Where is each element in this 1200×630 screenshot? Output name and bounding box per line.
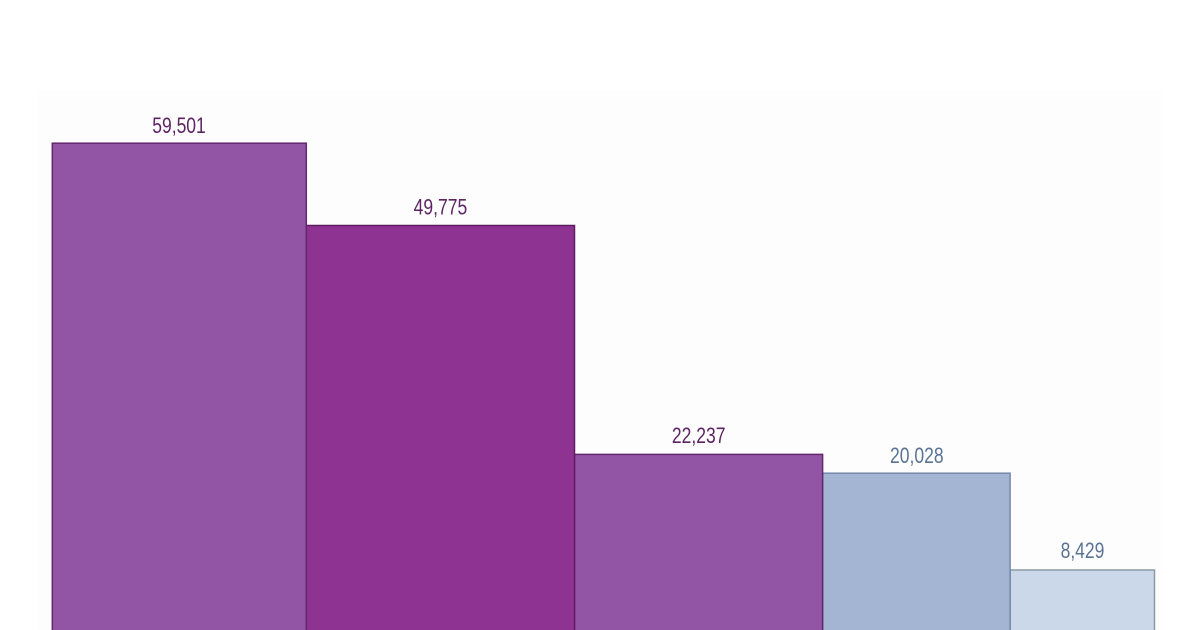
svg-text:8,429: 8,429 bbox=[1061, 539, 1105, 563]
svg-text:49,775: 49,775 bbox=[414, 196, 468, 220]
svg-text:20,028: 20,028 bbox=[890, 444, 944, 468]
svg-text:59,501: 59,501 bbox=[152, 114, 206, 138]
svg-text:22,237: 22,237 bbox=[672, 424, 726, 448]
